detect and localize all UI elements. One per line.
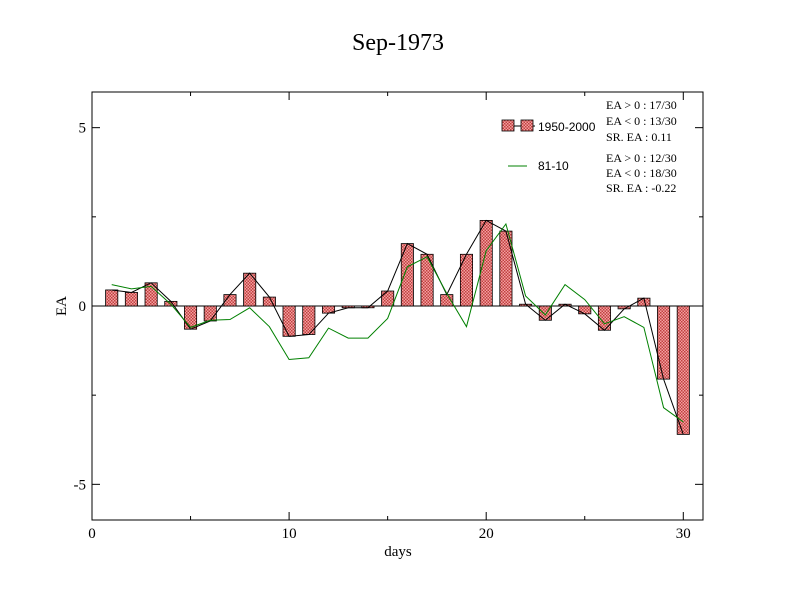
line-81-10 <box>111 222 684 423</box>
bars-stat-positive: EA > 0 : 17/30 <box>606 98 677 112</box>
bar <box>657 305 671 380</box>
x-tick-label: 10 <box>282 526 297 542</box>
bars-stat-negative: EA < 0 : 13/30 <box>606 114 677 128</box>
bar <box>499 230 513 307</box>
x-tick-label: 30 <box>676 526 691 542</box>
bars-stat-sr: SR. EA : 0.11 <box>606 130 672 144</box>
bars-1950-2000 <box>105 219 690 435</box>
bars-outline-polyline <box>111 219 684 435</box>
line-stat-negative: EA < 0 : 18/30 <box>606 166 677 180</box>
line-stat-positive: EA > 0 : 12/30 <box>606 151 677 165</box>
x-axis-label: days <box>384 544 412 560</box>
series-line-81-10 <box>111 222 684 423</box>
y-tick-label: 5 <box>79 121 87 137</box>
bar <box>124 292 138 307</box>
legend-bar-swatch-right <box>520 119 534 132</box>
bar <box>105 289 119 307</box>
bar <box>676 305 690 435</box>
y-axis-label: EA <box>54 296 70 316</box>
legend-line-label: 81-10 <box>538 159 569 173</box>
bar <box>578 305 592 315</box>
x-tick-label: 20 <box>479 526 494 542</box>
bar <box>381 290 395 307</box>
x-axis: 0 10 20 30 <box>88 92 691 542</box>
legend: 1950-2000 81-10 EA > 0 : 17/30 EA < 0 : … <box>501 98 677 195</box>
legend-bars-label: 1950-2000 <box>538 120 596 134</box>
bar <box>203 305 217 322</box>
x-tick-label: 0 <box>88 526 96 542</box>
line-stat-sr: SR. EA : -0.22 <box>606 181 676 195</box>
bar <box>282 305 296 337</box>
y-tick-label: -5 <box>74 477 87 493</box>
y-tick-label: 0 <box>79 299 87 315</box>
bars-outline-line <box>111 219 684 435</box>
chart-title: Sep-1973 <box>352 30 444 56</box>
bar <box>479 219 493 307</box>
legend-bar-swatch-left <box>501 119 515 132</box>
